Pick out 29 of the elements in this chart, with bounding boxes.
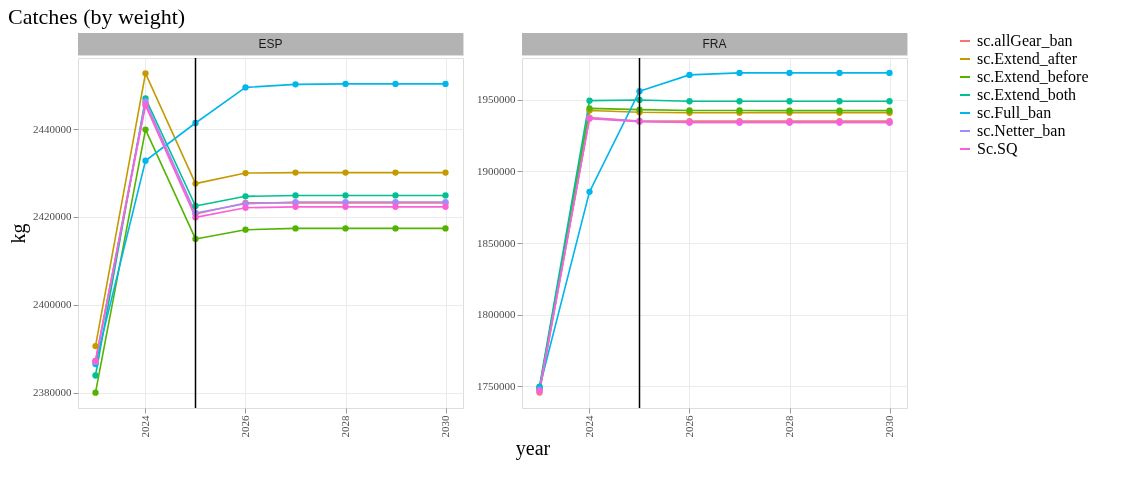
y-tick-label: 1900000 xyxy=(477,164,516,177)
x-axis-title: year xyxy=(515,437,551,460)
y-tick-label: 2400000 xyxy=(33,298,72,311)
y-tick-label: 1750000 xyxy=(477,379,516,392)
legend-label: sc.allGear_ban xyxy=(977,32,1073,49)
legend-label: sc.Extend_after xyxy=(977,50,1078,67)
x-tick-label: 2030 xyxy=(883,415,895,438)
x-tick-label: 2026 xyxy=(239,415,251,438)
y-tick-label: 2440000 xyxy=(33,122,72,135)
chart-subtitle: ESP xyxy=(258,37,283,51)
y-tick-label: 2380000 xyxy=(33,386,72,399)
x-tick-label: 2028 xyxy=(783,415,795,438)
legend-label: sc.Extend_both xyxy=(977,86,1077,103)
legend-label: sc.Netter_ban xyxy=(977,122,1066,139)
legend-label: Sc.SQ xyxy=(977,140,1018,157)
legend-label: sc.Full_ban xyxy=(977,104,1052,121)
chart-subtitle: FRA xyxy=(702,37,727,51)
x-tick-label: 2024 xyxy=(583,415,595,438)
y-tick-label: 1800000 xyxy=(477,308,516,321)
x-tick-label: 2024 xyxy=(139,415,151,438)
x-tick-label: 2026 xyxy=(683,415,695,438)
y-tick-label: 2420000 xyxy=(33,210,72,223)
x-tick-label: 2030 xyxy=(439,415,451,438)
legend-label: sc.Extend_before xyxy=(977,68,1089,85)
y-axis-title: kg xyxy=(7,223,30,244)
chart-title: Catches (by weight) xyxy=(8,3,186,29)
y-tick-label: 1950000 xyxy=(477,93,516,106)
y-tick-label: 1850000 xyxy=(477,236,516,249)
x-tick-label: 2028 xyxy=(339,415,351,438)
